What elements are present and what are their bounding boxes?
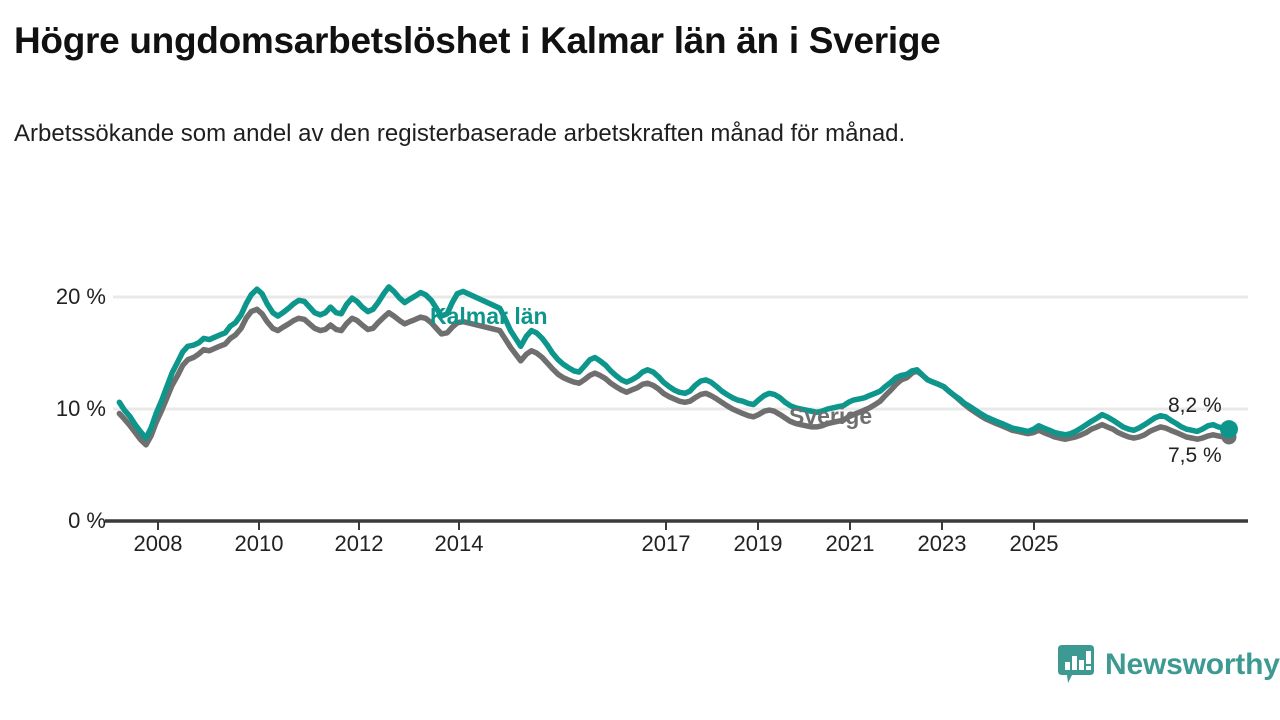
x-tick-label-2021: 2021 — [825, 531, 875, 556]
x-tick-label-2023: 2023 — [917, 531, 967, 556]
page-title: Högre ungdomsarbetslöshet i Kalmar län ä… — [14, 20, 941, 61]
bar-chart-bubble-icon — [1058, 645, 1094, 683]
series-label-sverige: Sverige — [789, 403, 873, 429]
y-tick-label-0: 0 % — [68, 508, 106, 533]
x-tick-label-2019: 2019 — [733, 531, 783, 556]
end-value-sverige: 7,5 % — [1168, 444, 1222, 467]
page-subtitle: Arbetssökande som andel av den registerb… — [14, 120, 906, 147]
x-tick-label-2014: 2014 — [434, 531, 484, 556]
x-tick-label-2008: 2008 — [133, 531, 183, 556]
x-tick-label-2025: 2025 — [1009, 531, 1059, 556]
end-value-kalmar: 8,2 % — [1168, 394, 1222, 417]
y-tick-label-10: 10 % — [55, 396, 106, 421]
end-marker-kalmar — [1219, 420, 1238, 439]
x-tick-label-2012: 2012 — [334, 531, 384, 556]
logo-text: Newsworthy — [1105, 648, 1280, 681]
series-line-kalmar — [116, 284, 1232, 441]
newsworthy-logo: Newsworthy — [1056, 643, 1280, 687]
series-label-kalmar: Kalmar län — [430, 303, 548, 329]
x-tick-label-2017: 2017 — [641, 531, 691, 556]
series-line-sverige — [116, 306, 1232, 448]
y-tick-label-20: 20 % — [55, 284, 106, 309]
x-tick-label-2010: 2010 — [234, 531, 284, 556]
